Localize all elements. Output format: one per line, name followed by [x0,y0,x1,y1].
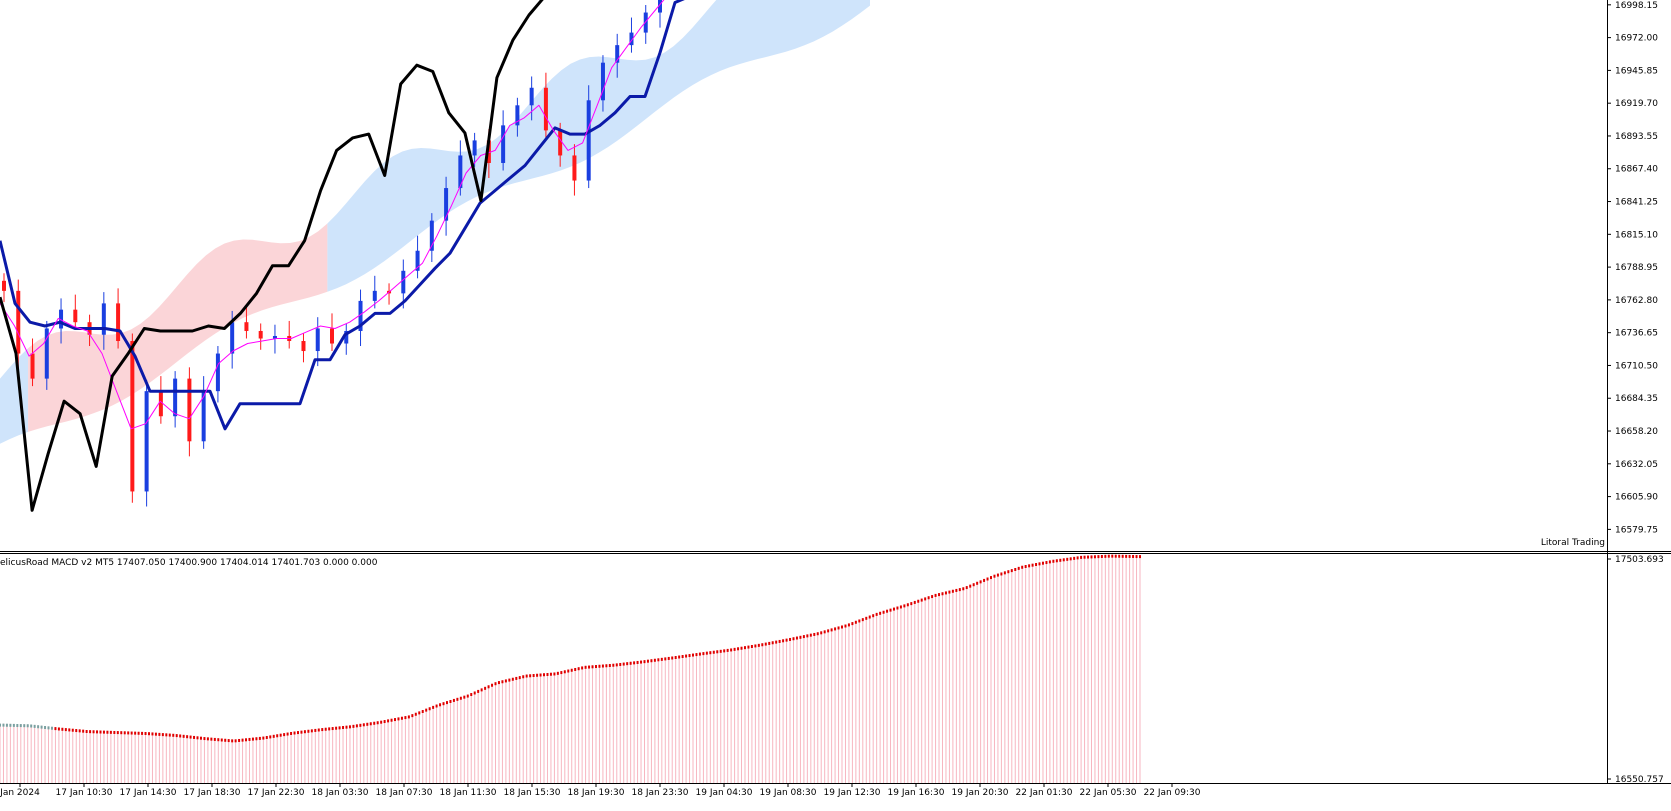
indicator-tick-label: 16550.757 [1615,775,1664,785]
candle-bear [2,280,6,291]
time-tick-label: 18 Jan 07:30 [376,788,433,798]
time-tick-label: 17 Jan 14:30 [120,788,177,798]
candle-bull [44,328,49,379]
candle-bull [358,300,363,331]
price-tick-label: 16736.65 [1615,329,1658,339]
time-tick-label: 19 Jan 16:30 [888,788,945,798]
candle-bull [472,140,477,156]
candle-bull [629,32,634,46]
price-tick-label: 16658.20 [1615,427,1658,437]
candle-bull [444,188,449,221]
price-tick-label: 16998.15 [1615,1,1658,11]
candle-bear [30,353,35,379]
candle-bull [515,105,520,126]
price-tick-label: 16867.40 [1615,165,1658,175]
candle-bear [330,328,334,344]
time-tick-label: 22 Jan 05:30 [1080,788,1137,798]
price-panel [0,0,870,512]
time-tick-label: 18 Jan 15:30 [504,788,561,798]
time-tick-label: 18 Jan 19:30 [568,788,625,798]
candle-bull [272,335,277,339]
time-tick-label: 18 Jan 11:30 [440,788,497,798]
price-tick-label: 16684.35 [1615,394,1658,404]
price-tick-label: 16762.80 [1615,296,1658,306]
indicator-label: elicusRoad MACD v2 MT5 17407.050 17400.9… [0,558,378,568]
candle-bull [658,0,662,13]
candle-bull [101,303,106,335]
candle-bull [344,330,349,344]
price-tick-label: 16972.00 [1615,34,1658,44]
indicator-axis: 17503.693 16550.757 [1607,555,1664,785]
price-tick-label: 16579.75 [1615,525,1658,535]
price-tick-label: 16605.90 [1615,493,1658,503]
candle-bear [258,330,263,339]
candles [2,0,662,507]
time-tick-label: 22 Jan 09:30 [1144,788,1201,798]
price-tick-label: 16919.70 [1615,99,1658,109]
candle-bear [73,309,78,323]
candle-bull [230,322,235,354]
candle-bull [501,125,506,163]
cloud-bull-segment [327,0,870,292]
candle-bull [215,353,220,392]
candle-bear [116,303,121,342]
time-tick-label: 18 Jan 03:30 [312,788,369,798]
candle-bear [543,87,548,131]
cloud-bull-segment [0,348,29,444]
candle-bull [144,391,149,492]
time-tick-label: 18 Jan 23:30 [632,788,689,798]
price-tick-label: 16841.25 [1615,198,1658,208]
candle-bull [615,45,620,63]
time-tick-label: 17 Jan 10:30 [56,788,113,798]
time-tick-label: 17 Jan 22:30 [248,788,305,798]
candle-bear [572,155,577,181]
candle-bull [458,155,463,189]
candle-bull [643,12,648,33]
candle-bull [173,378,178,417]
time-tick-label: 19 Jan 08:30 [760,788,817,798]
candle-bear [301,341,306,352]
ichimoku-cloud [0,0,870,444]
cloud-bear-segment [28,223,328,432]
candle-bear [558,130,563,156]
candle-bull [600,62,605,101]
time-axis: Jan 2024 17 Jan 10:30 17 Jan 14:30 17 Jan 1… [0,783,1201,798]
candle-bear [486,140,491,163]
candle-bull [429,220,434,251]
indicator-tick-label: 17503.693 [1615,555,1664,565]
candle-bull [201,391,206,442]
candle-bull [372,290,377,301]
kijun-line [0,0,685,431]
chikou-line [0,0,544,512]
candle-bull [415,250,420,271]
candle-bull [529,87,534,106]
time-tick-label: 19 Jan 20:30 [952,788,1009,798]
time-tick-label: 19 Jan 04:30 [696,788,753,798]
candle-bear [158,391,163,417]
chart-frame [0,0,1671,784]
candle-bull [315,328,320,352]
price-tick-label: 16632.05 [1615,460,1658,470]
candle-bull [401,270,406,294]
price-tick-label: 16788.95 [1615,263,1658,273]
price-tick-label: 16815.10 [1615,230,1658,240]
price-tick-label: 16893.55 [1615,132,1658,142]
time-tick-label: Jan 2024 [0,788,40,798]
price-tick-label: 16710.50 [1615,361,1658,371]
watermark: Litoral Trading [1541,538,1605,548]
candle-bear [16,290,21,354]
candle-bear [244,322,249,331]
candle-bear [187,378,192,442]
price-axis: 16998.15 16972.00 16945.85 16919.70 16893.55… [1607,1,1658,535]
candle-bull [59,309,64,329]
candle-bear [130,341,135,492]
candle-bull [586,100,591,181]
indicator-lines [0,0,685,512]
price-tick-label: 16945.85 [1615,66,1658,76]
time-tick-label: 17 Jan 18:30 [184,788,241,798]
time-tick-label: 19 Jan 12:30 [824,788,881,798]
time-tick-label: 22 Jan 01:30 [1016,788,1073,798]
indicator-histogram [0,554,1141,783]
